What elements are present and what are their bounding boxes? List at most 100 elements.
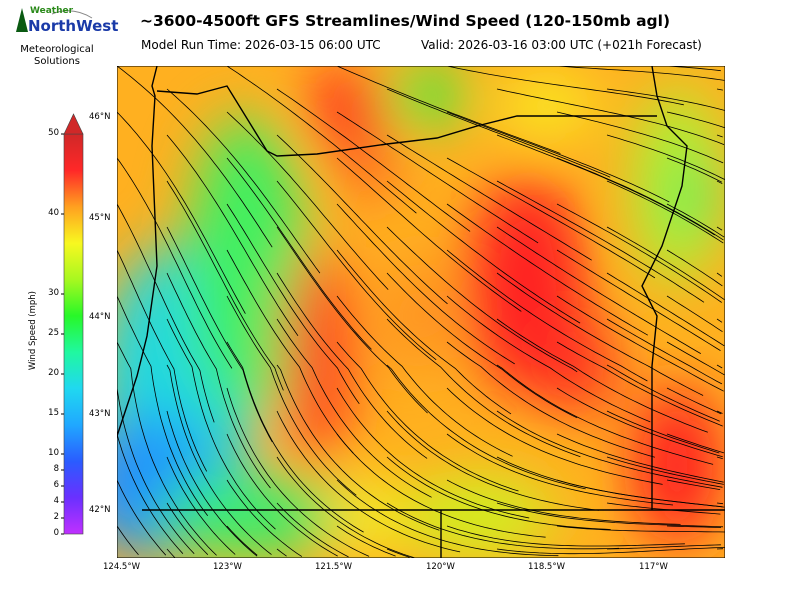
- streamline: [556, 111, 724, 164]
- logo: Weather NorthWest: [12, 6, 118, 38]
- streamline: [276, 318, 432, 498]
- colorbar-tick-label: 40: [48, 208, 59, 218]
- streamline: [386, 318, 581, 458]
- streamline: [336, 479, 559, 557]
- streamline: [716, 364, 723, 369]
- streamline: [166, 88, 321, 274]
- colorbar-label: Wind Speed (mph): [28, 291, 38, 371]
- streamline: [496, 547, 725, 555]
- colorbar-extend-arrow: [63, 113, 84, 135]
- streamline: [446, 295, 651, 423]
- streamline: [117, 525, 139, 556]
- streamline: [386, 180, 581, 324]
- streamline: [386, 134, 592, 261]
- streamline: [666, 203, 725, 238]
- streamline: [716, 410, 723, 414]
- model-run-time: Model Run Time: 2026-03-15 06:00 UTC: [141, 38, 381, 52]
- lon-label: 117°W: [639, 562, 668, 572]
- logo-weather: Weather: [30, 6, 74, 16]
- streamline: [446, 387, 663, 485]
- colorbar-tick-label: 6: [53, 480, 59, 490]
- streamline: [666, 479, 721, 490]
- streamline: [276, 456, 415, 558]
- streamline: [276, 548, 287, 557]
- streamline: [556, 157, 724, 241]
- chart-title: ~3600-4500ft GFS Streamlines/Wind Speed …: [140, 12, 671, 30]
- streamline: [226, 66, 417, 214]
- streamline: [166, 134, 299, 337]
- streamline: [716, 318, 723, 323]
- colorbar-tick-label: 0: [53, 528, 59, 538]
- streamline: [496, 410, 723, 488]
- streamline: [276, 226, 428, 414]
- streamline: [446, 203, 648, 336]
- coastline: [117, 66, 158, 437]
- streamline: [117, 249, 208, 472]
- colorbar-tick-label: 8: [53, 464, 59, 474]
- streamline: [666, 295, 723, 333]
- streamline: [226, 157, 372, 350]
- streamline: [446, 479, 681, 525]
- streamline: [556, 249, 721, 351]
- colorbar-tick-label: 50: [48, 128, 59, 138]
- streamline: [276, 410, 461, 553]
- streamline: [496, 318, 708, 433]
- streamline: [606, 456, 724, 485]
- streamline: [117, 479, 167, 556]
- streamline: [496, 272, 704, 396]
- streamline: [386, 364, 586, 490]
- state-borders: [117, 66, 725, 558]
- streamline: [166, 548, 176, 558]
- streamline: [446, 111, 670, 203]
- streamline: [556, 66, 725, 81]
- streamline: [606, 134, 725, 180]
- streamline: [276, 272, 428, 459]
- streamline: [386, 456, 611, 530]
- colorbar-tick-label: 4: [53, 496, 59, 506]
- streamline: [336, 66, 561, 154]
- streamline: [716, 88, 723, 91]
- streamline: [446, 341, 656, 458]
- streamline: [226, 479, 303, 557]
- logo-subtitle: Meteorological Solutions: [20, 44, 94, 67]
- logo-northwest: NorthWest: [28, 17, 119, 35]
- lat-label: 42°N: [89, 505, 111, 515]
- streamline: [446, 249, 648, 382]
- lon-label: 123°W: [213, 562, 242, 572]
- streamline: [226, 203, 360, 405]
- streamline: [716, 456, 723, 460]
- streamline: [336, 525, 396, 557]
- streamline: [117, 157, 233, 369]
- streamline: [276, 502, 349, 558]
- streamline: [166, 180, 284, 391]
- streamline: [166, 502, 209, 555]
- streamlines: [117, 66, 725, 558]
- streamline: [666, 249, 723, 287]
- streamline: [446, 433, 674, 506]
- streamline: [716, 134, 723, 138]
- streamline: [117, 203, 215, 423]
- streamline: [666, 66, 721, 72]
- colorbar-tick-label: 30: [48, 288, 59, 298]
- streamline: [666, 111, 725, 129]
- streamline: [226, 433, 338, 557]
- streamline: [606, 410, 720, 454]
- streamline: [606, 364, 720, 422]
- streamline: [386, 226, 578, 373]
- streamline: [716, 180, 723, 185]
- streamline: [276, 180, 437, 361]
- wind-speed-map: [117, 66, 725, 558]
- lat-label: 43°N: [89, 409, 111, 419]
- streamline: [117, 295, 209, 517]
- colorbar-tick-label: 2: [53, 512, 59, 522]
- streamline: [606, 318, 723, 385]
- streamline: [386, 272, 578, 419]
- streamline: [276, 88, 471, 232]
- streamline: [336, 295, 513, 457]
- streamline: [386, 88, 611, 178]
- streamline: [336, 387, 530, 519]
- streamline: [606, 544, 721, 550]
- streamline: [666, 433, 725, 454]
- streamline: [166, 318, 276, 530]
- streamline: [386, 502, 620, 550]
